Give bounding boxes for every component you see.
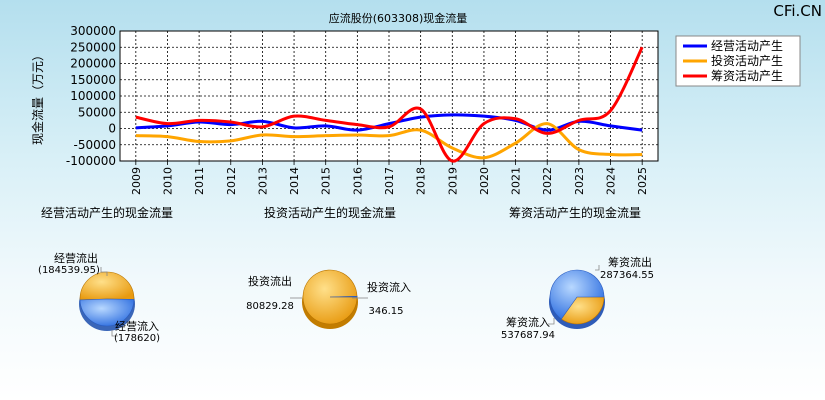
pie-financing-outflow-value: 287364.55 [600,270,654,281]
y-tick-label: 150000 [70,73,116,87]
y-tick-label: 250000 [70,40,116,54]
pie-investing-inflow-label: 投资流入 [367,280,411,294]
x-tick-label: 2015 [320,167,333,195]
pie-title-investing: 投资活动产生的现金流量 [264,205,396,220]
pie-operating-leader-in [111,330,118,337]
legend-label-operating: 经营活动产生 [711,39,783,53]
pie-slice-financing-outflow [560,296,605,325]
x-tick-labels: 2009 2010 2011 2012 2013 2014 2015 2016 2017 2018… [130,167,649,195]
pie-investing: 投资流出 80829.28 投资流入 346.15 [246,269,411,329]
pie-investing-inflow-value: 346.15 [369,306,404,317]
pie-financing: 筹资流出 287364.55 筹资流入 537687.94 [501,255,654,341]
y-tick-label: -50000 [73,138,116,152]
x-tick-label: 2011 [193,167,206,195]
pie-slice-investing-inflow [329,295,358,298]
x-tick-label: 2022 [541,167,554,195]
pie-slice-financing-inflow [549,269,605,320]
pie-investing-outflow-value: 80829.28 [246,301,294,312]
x-tick-label: 2013 [256,167,269,195]
series-lines [135,46,644,163]
y-tick-label: 50000 [78,105,116,119]
pie-title-operating: 经营活动产生的现金流量 [41,205,173,220]
pie-title-financing: 筹资活动产生的现金流量 [509,205,641,220]
pie-financing-outflow-label: 筹资流出 [608,255,652,269]
y-tick-label: 200000 [70,57,116,71]
x-tick-label: 2020 [478,167,491,195]
pie-slice-operating-outflow [79,271,135,301]
main-chart-title: 应流股份(603308)现金流量 [329,11,468,25]
x-tick-label: 2025 [636,167,649,195]
pie-financing-inflow-value: 537687.94 [501,330,555,341]
series-line-financing [135,46,644,163]
pie-operating-inflow-label: 经营流入 [115,319,159,333]
pie-financing-leader-in [548,318,555,325]
x-tick-label: 2023 [573,167,586,195]
x-tick-label: 2016 [351,167,364,195]
y-axis-label: 现金流量（万元） [30,49,45,145]
pie-slice-operating-inflow [79,298,135,327]
y-tick-label: 300000 [70,24,116,38]
y-tick-label: -100000 [66,154,116,168]
y-tick-label: 0 [108,122,116,136]
y-tick-labels: 300000 250000 200000 150000 100000 50000 0 -500… [66,24,116,168]
legend-label-investing: 投资活动产生 [711,53,783,68]
x-tick-label: 2010 [161,167,174,195]
pie-operating-inflow-value: (178620) [114,333,160,344]
x-tick-label: 2018 [415,167,428,195]
legend: 经营活动产生 投资活动产生 筹资活动产生 [675,35,801,87]
x-tick-label: 2012 [225,167,238,195]
x-tick-label: 2019 [446,167,459,195]
x-tick-label: 2017 [383,167,396,195]
x-tick-label: 2021 [510,167,523,195]
x-tick-label: 2009 [130,167,143,195]
pie-financing-leader-out [595,265,600,271]
pie-operating: 经营流出 (184539.95) 经营流入 (178620) [38,251,160,344]
watermark: CFi.CN [773,2,822,20]
pie-operating-outflow-value: (184539.95) [38,265,100,276]
pie-operating-outflow-label: 经营流出 [54,251,98,265]
series-line-investing [135,122,643,160]
pie-financing-inflow-label: 筹资流入 [506,315,550,329]
pie-operating-leader-out [100,267,108,276]
x-tick-label: 2014 [288,167,301,195]
legend-label-financing: 筹资活动产生 [711,69,783,83]
y-tick-label: 100000 [70,89,116,103]
pie-investing-outflow-label: 投资流出 [248,274,292,288]
grid [120,31,658,165]
x-tick-label: 2024 [605,167,618,195]
